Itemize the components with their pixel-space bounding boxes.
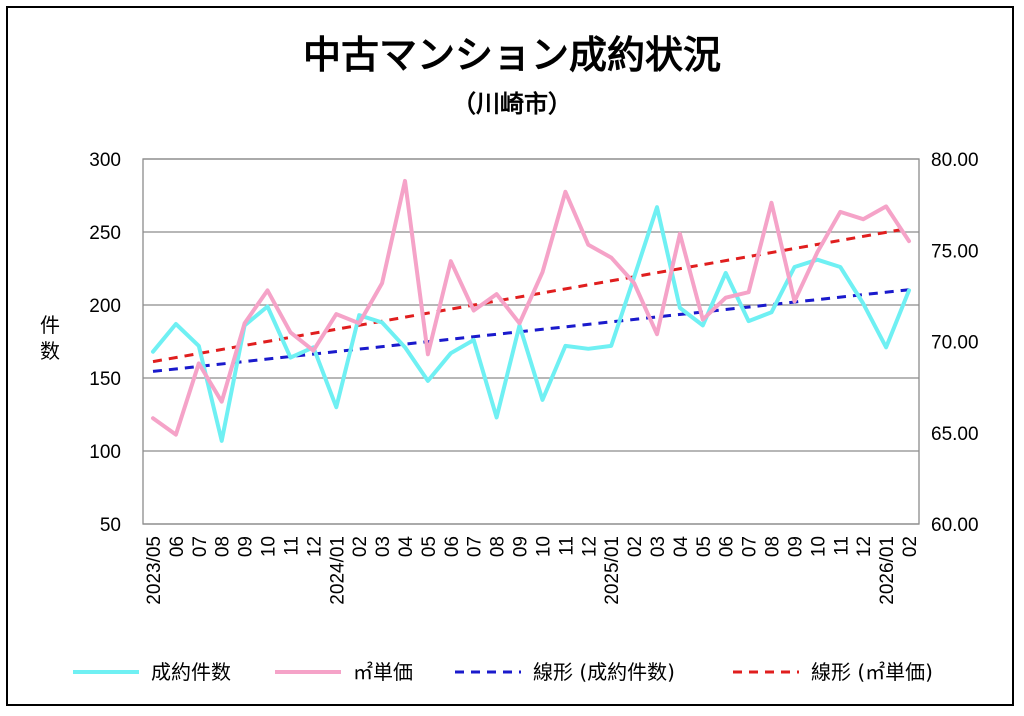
- x-tick-label: 02: [900, 536, 921, 557]
- y-left-tick-label: 50: [100, 515, 121, 536]
- x-tick-label: 11: [556, 536, 577, 556]
- chart-title: 中古マンション成約状況: [303, 33, 721, 77]
- x-tick-label: 12: [854, 536, 875, 557]
- y-right-tick-label: 60.00: [931, 515, 979, 536]
- x-tick-label: 07: [190, 536, 211, 557]
- x-tick-label: 08: [213, 536, 234, 557]
- x-tick-label: 08: [763, 536, 784, 557]
- x-tick-label: 09: [511, 536, 532, 557]
- left-axis-ticks: 50 100 150 200 250 300: [89, 150, 121, 536]
- x-tick-label: 10: [808, 536, 829, 557]
- x-tick-label: 11: [831, 536, 852, 556]
- plot-area: [142, 158, 920, 525]
- y-right-tick-label: 75.00: [931, 241, 979, 262]
- series-lines: [151, 178, 911, 443]
- legend-label: ㎡単価: [353, 660, 413, 684]
- legend: 成約件数 ㎡単価 線形 (成約件数) 線形 (㎡単価): [73, 660, 933, 684]
- legend-label: 線形 (成約件数): [533, 660, 675, 684]
- x-tick-label: 05: [419, 536, 440, 557]
- y-left-tick-label: 150: [89, 369, 121, 390]
- right-axis-ticks: 60.00 65.00 70.00 75.00 80.00: [931, 150, 979, 536]
- x-tick-label: 12: [579, 536, 600, 557]
- x-tick-label: 03: [373, 536, 394, 557]
- x-tick-label: 11: [281, 536, 302, 556]
- x-tick-label: 09: [236, 536, 257, 557]
- x-tick-label: 06: [442, 536, 463, 557]
- x-tick-label: 09: [785, 536, 806, 557]
- x-tick-label: 10: [259, 536, 280, 557]
- y-axis-label-char: 件: [40, 313, 60, 337]
- x-tick-label: 12: [304, 536, 325, 557]
- x-tick-label: 03: [648, 536, 669, 557]
- left-axis-label: 件数: [40, 313, 60, 363]
- legend-label: 成約件数: [151, 660, 231, 684]
- y-right-tick-label: 65.00: [931, 424, 979, 445]
- y-axis-label-char: 数: [40, 339, 60, 363]
- x-tick-label: 02: [350, 536, 371, 557]
- gridlines: [143, 158, 919, 525]
- chart-subtitle: （川崎市）: [452, 90, 572, 118]
- y-left-tick-label: 250: [89, 223, 121, 244]
- series-line-0: [151, 205, 911, 443]
- x-axis-ticks: 2023/05 06 07 08 09 10 11 12 2024/01 02 03 04 05 06 07…: [144, 536, 921, 605]
- y-left-tick-label: 100: [89, 442, 121, 463]
- x-tick-label: 06: [167, 536, 188, 557]
- x-tick-label: 04: [671, 536, 692, 558]
- x-tick-label: 10: [533, 536, 554, 557]
- y-right-tick-label: 70.00: [931, 333, 979, 354]
- x-tick-label: 04: [396, 536, 417, 558]
- y-left-tick-label: 300: [89, 150, 121, 171]
- x-tick-label: 2026/01: [877, 536, 898, 605]
- y-left-tick-label: 200: [89, 296, 121, 317]
- x-tick-label: 07: [465, 536, 486, 557]
- x-tick-label: 2023/05: [144, 536, 165, 605]
- x-tick-label: 06: [717, 536, 738, 557]
- x-tick-label: 2024/01: [327, 536, 348, 605]
- plot-border: [142, 158, 920, 525]
- x-tick-label: 05: [694, 536, 715, 557]
- x-tick-label: 2025/01: [602, 536, 623, 605]
- x-tick-label: 02: [625, 536, 646, 557]
- y-right-tick-label: 80.00: [931, 150, 979, 171]
- series-line-1: [151, 178, 911, 437]
- x-tick-label: 08: [488, 536, 509, 557]
- legend-label: 線形 (㎡単価): [811, 660, 933, 684]
- x-tick-label: 07: [740, 536, 761, 557]
